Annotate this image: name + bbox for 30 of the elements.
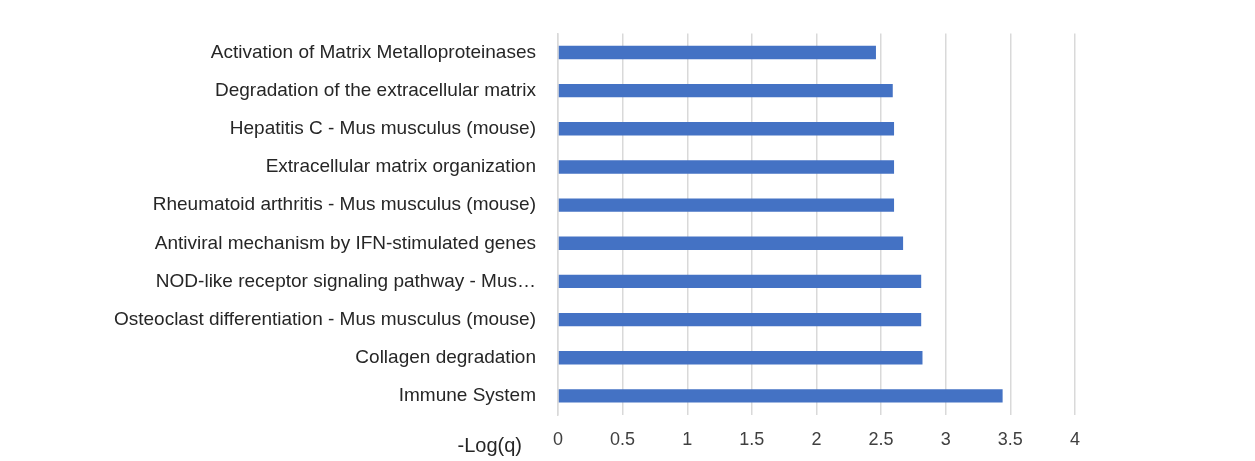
y-tick-label: Collagen degradation <box>355 345 536 367</box>
x-tick-label: 3 <box>940 428 951 449</box>
y-tick-label: Osteoclast differentiation - Mus musculus (mouse) <box>113 307 536 329</box>
y-tick-label: Extracellular matrix organization <box>265 155 536 177</box>
bar <box>558 389 1003 403</box>
x-tick-label: 4 <box>1069 428 1081 449</box>
x-tick-label: 3.5 <box>997 428 1023 449</box>
bar <box>558 160 895 174</box>
bar <box>558 236 904 250</box>
y-tick-label: NOD-like receptor signaling pathway - Mus… <box>155 269 536 291</box>
x-tick-label: 1 <box>682 428 693 449</box>
x-tick-label: 0.5 <box>610 428 636 449</box>
bar <box>558 198 895 212</box>
y-tick-label: Rheumatoid arthritis - Mus musculus (mouse) <box>152 193 536 215</box>
y-tick-label: Hepatitis C - Mus musculus (mouse) <box>229 117 536 139</box>
x-tick-label: 1.5 <box>739 428 765 449</box>
x-tick-label: 0 <box>552 428 564 449</box>
bar <box>558 351 923 365</box>
y-tick-label: Degradation of the extracellular matrix <box>214 78 537 100</box>
x-axis-title: -Log(q) <box>457 433 522 456</box>
bar <box>558 122 895 136</box>
y-tick-label: Activation of Matrix Metalloproteinases <box>210 40 536 62</box>
x-tick-label: 2 <box>811 428 822 449</box>
bar <box>558 83 893 98</box>
x-tick-label: 2.5 <box>868 428 894 449</box>
bar <box>558 274 922 289</box>
y-tick-label: Antiviral mechanism by IFN-stimulated genes <box>154 231 536 253</box>
bar <box>558 312 922 327</box>
y-tick-label: Immune System <box>398 384 536 406</box>
bar <box>558 45 876 60</box>
